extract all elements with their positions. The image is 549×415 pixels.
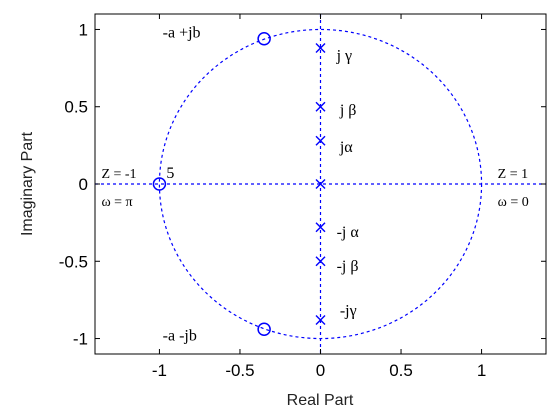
pole-marker: [315, 179, 326, 189]
y-tick-label: 0.5: [64, 98, 88, 117]
x-tick-label: 1: [477, 361, 486, 380]
pole-marker: [315, 43, 326, 53]
y-tick-label: 1: [79, 20, 88, 39]
annotation-label: -a +jb: [163, 25, 201, 42]
zero-marker: [257, 31, 271, 46]
annotation-label: jα: [339, 139, 353, 156]
annotation-label: Z = -1: [101, 167, 136, 182]
annotation-label: j β: [339, 102, 357, 119]
zero-multiplicity-label: 5: [166, 165, 174, 182]
y-axis-label: Imaginary Part: [19, 131, 36, 236]
annotation-label: j γ: [336, 48, 353, 65]
annotation-label: ω = 0: [498, 195, 529, 210]
annotation-label: -j β: [337, 258, 359, 275]
annotation-label: -j α: [337, 224, 360, 241]
zero-marker: [257, 322, 271, 337]
pole-marker: [315, 101, 326, 112]
pole-marker: [315, 315, 326, 325]
y-tick-label: -1: [73, 330, 88, 349]
annotation-label: ω = π: [101, 195, 132, 210]
pole-marker: [315, 135, 326, 146]
annotation-label: Z = 1: [498, 167, 528, 182]
x-tick-label: -1: [152, 361, 167, 380]
x-axis-label: Real Part: [287, 392, 354, 409]
annotation-label: -jγ: [340, 303, 357, 320]
y-tick-label: 0: [79, 175, 88, 194]
unit-circle: [158, 28, 483, 340]
pole-marker: [315, 256, 326, 267]
zero-marker: [152, 177, 167, 191]
x-tick-label: 0: [316, 361, 325, 380]
pole-marker: [315, 222, 326, 233]
x-tick-label: 0.5: [389, 361, 413, 380]
x-tick-label: -0.5: [225, 361, 254, 380]
y-tick-label: -0.5: [59, 252, 88, 271]
annotation-label: -a -jb: [163, 327, 197, 344]
